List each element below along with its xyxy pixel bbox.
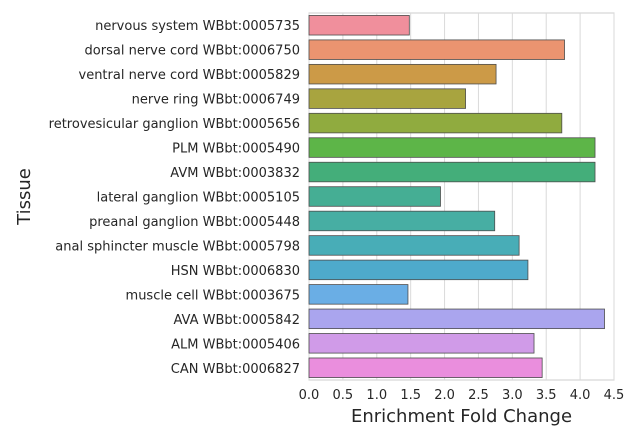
- category-label: dorsal nerve cord WBbt:0006750: [85, 44, 300, 59]
- bars: [308, 15, 605, 378]
- bar: [308, 284, 409, 305]
- category-label: CAN WBbt:0006827: [171, 362, 300, 377]
- x-tick-labels: 0.0 0.5 1.0 1.5 2.0 2.5 3.0 3.5 4.0 4.5: [299, 388, 625, 403]
- category-label: lateral ganglion WBbt:0005105: [97, 191, 300, 206]
- category-label: anal sphincter muscle WBbt:0005798: [55, 239, 300, 254]
- category-label: preanal ganglion WBbt:0005448: [89, 215, 300, 230]
- category-label: AVA WBbt:0005842: [173, 313, 300, 328]
- category-label: HSN WBbt:0006830: [171, 264, 300, 279]
- category-label: AVM WBbt:0003832: [170, 166, 300, 181]
- bar: [308, 112, 563, 134]
- x-tick-label: 1.0: [366, 388, 387, 403]
- bar: [308, 186, 441, 207]
- category-label: PLM WBbt:0005490: [172, 142, 300, 157]
- bar: [308, 308, 605, 330]
- bar: [308, 235, 520, 256]
- x-tick-label: 1.5: [400, 388, 421, 403]
- category-label: nerve ring WBbt:0006749: [132, 93, 300, 108]
- category-label: nervous system WBbt:0005735: [95, 19, 300, 34]
- x-tick-label: 2.5: [468, 388, 489, 403]
- x-tick-label: 3.5: [536, 388, 557, 403]
- bar: [308, 210, 496, 232]
- bar: [308, 357, 543, 378]
- category-label: ALM WBbt:0005406: [171, 337, 300, 352]
- x-tick-label: 2.0: [434, 388, 455, 403]
- category-label: retrovesicular ganglion WBbt:0005656: [49, 117, 300, 132]
- bar: [308, 259, 529, 281]
- x-axis-title: Enrichment Fold Change: [351, 406, 572, 427]
- bar: [308, 63, 497, 85]
- y-axis-title: Tissue: [14, 168, 35, 226]
- x-tick-label: 4.5: [604, 388, 625, 403]
- category-labels: nervous system WBbt:0005735 dorsal nerve …: [49, 19, 300, 377]
- bar: [308, 161, 596, 183]
- bar: [308, 39, 565, 60]
- x-tick-label: 0.0: [299, 388, 320, 403]
- bar: [308, 15, 410, 36]
- x-tick-label: 3.0: [502, 388, 523, 403]
- bar: [308, 137, 596, 158]
- bar: [308, 88, 466, 109]
- category-label: ventral nerve cord WBbt:0005829: [79, 68, 301, 83]
- category-label: muscle cell WBbt:0003675: [126, 288, 300, 303]
- x-tick-label: 0.5: [333, 388, 354, 403]
- bar: [308, 333, 535, 354]
- x-tick-label: 4.0: [570, 388, 591, 403]
